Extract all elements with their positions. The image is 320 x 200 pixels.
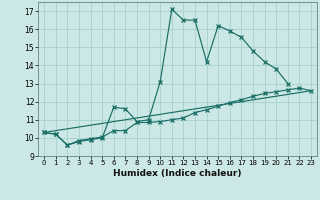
X-axis label: Humidex (Indice chaleur): Humidex (Indice chaleur) xyxy=(113,169,242,178)
